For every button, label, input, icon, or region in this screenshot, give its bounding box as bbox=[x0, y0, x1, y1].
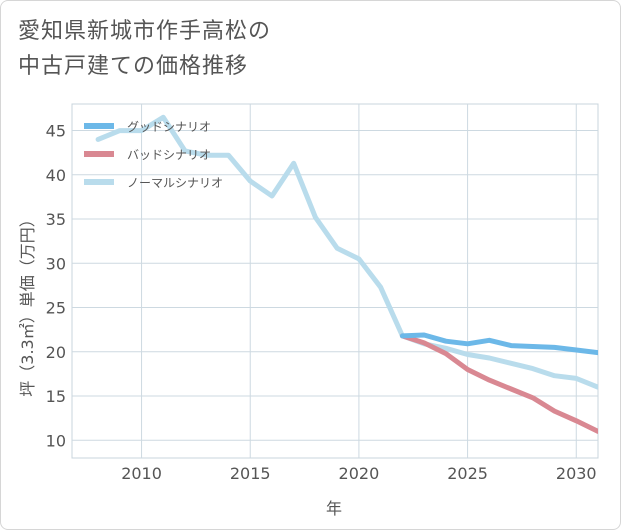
chart-title-line-2: 中古戸建ての価格推移 bbox=[18, 54, 249, 79]
series-line-1 bbox=[399, 333, 598, 434]
grid-lines bbox=[72, 104, 598, 458]
series-line-2 bbox=[95, 114, 598, 390]
y-tick-label: 40 bbox=[46, 166, 66, 185]
y-tick-label: 20 bbox=[46, 343, 66, 362]
chart-title-line-1: 愛知県新城市作手高松の bbox=[18, 19, 272, 44]
plot-frame bbox=[71, 103, 599, 459]
chart-title: 愛知県新城市作手高松の 中古戸建ての価格推移 bbox=[18, 14, 271, 84]
y-tick-label: 30 bbox=[46, 254, 66, 273]
x-tick-label: 2025 bbox=[447, 464, 488, 483]
legend-label: ノーマルシナリオ bbox=[127, 176, 223, 190]
x-axis-ticks: 2010 2015 2020 2025 2030 bbox=[121, 464, 596, 483]
x-tick-label: 2030 bbox=[556, 464, 597, 483]
y-tick-label: 10 bbox=[46, 431, 66, 450]
plot-area bbox=[71, 103, 599, 459]
x-tick-label: 2015 bbox=[230, 464, 271, 483]
series-lines bbox=[95, 114, 598, 434]
y-tick-label: 25 bbox=[46, 299, 66, 318]
legend-label: バッドシナリオ bbox=[127, 148, 211, 162]
series-line-0 bbox=[399, 332, 598, 356]
y-tick-label: 35 bbox=[46, 210, 66, 229]
y-tick-label: 15 bbox=[46, 387, 66, 406]
x-tick-label: 2010 bbox=[121, 464, 162, 483]
y-axis-label: 坪（3.3㎡）単価（万円） bbox=[18, 211, 37, 396]
y-axis-ticks: 10 15 20 25 30 35 40 45 bbox=[46, 122, 66, 451]
legend-label: グッドシナリオ bbox=[127, 120, 211, 134]
x-axis-label: 年 bbox=[326, 499, 342, 518]
x-tick-label: 2020 bbox=[339, 464, 380, 483]
y-tick-label: 45 bbox=[46, 122, 66, 141]
